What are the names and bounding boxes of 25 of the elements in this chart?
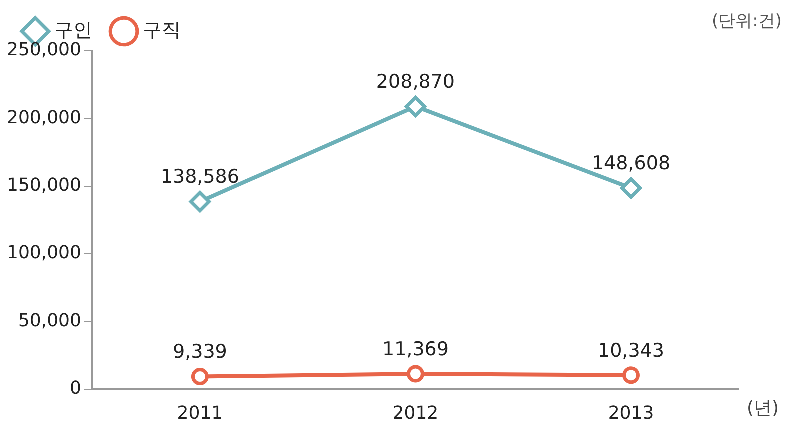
legend-label: 구인 <box>54 19 92 42</box>
y-tick-label: 0 <box>70 378 82 400</box>
data-label: 138,586 <box>160 166 240 188</box>
data-label: 11,369 <box>382 338 449 360</box>
y-tick-label: 100,000 <box>6 242 82 264</box>
data-label: 9,339 <box>172 341 228 364</box>
point <box>189 191 211 213</box>
data-label: 148,608 <box>592 152 671 175</box>
data-label: 10,343 <box>598 340 664 362</box>
y-tick-label: 200,000 <box>6 107 82 128</box>
point <box>622 366 640 384</box>
y-tick-label: 250,000 <box>6 40 82 61</box>
x-axis-title: (년) <box>747 398 780 420</box>
point <box>191 368 209 386</box>
x-tick-label: 2011 <box>177 402 224 424</box>
y-tick-label: 50,000 <box>18 310 82 332</box>
point <box>620 177 642 199</box>
point <box>404 96 426 118</box>
x-tick-label: 2013 <box>608 402 654 424</box>
text: (단위:건) <box>712 11 782 32</box>
data-label: 208,870 <box>376 71 456 94</box>
y-tick-label: 150,000 <box>6 175 82 196</box>
legend-label: 구직 <box>143 19 181 42</box>
x-tick-label: 2012 <box>392 402 439 424</box>
point <box>406 365 424 383</box>
